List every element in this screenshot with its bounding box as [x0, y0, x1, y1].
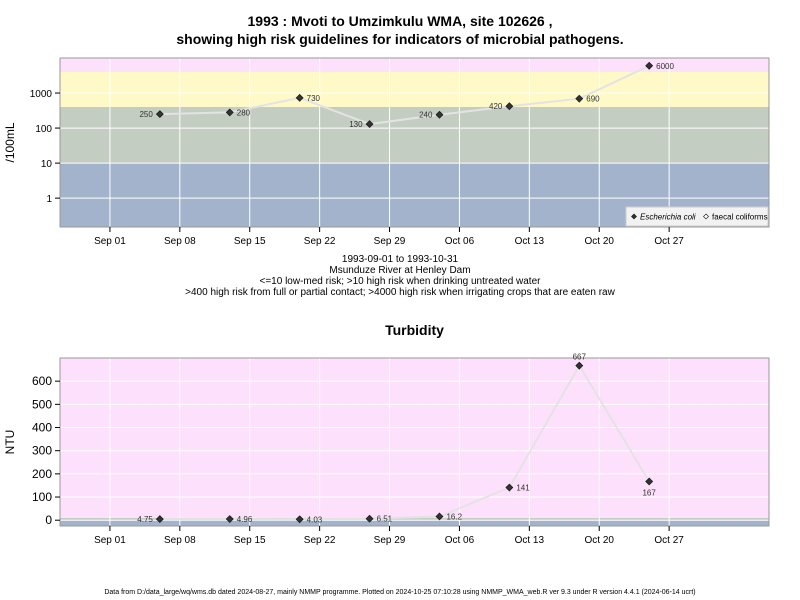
data-label-1: 280 [237, 108, 251, 117]
risk-band-2 [60, 358, 769, 518]
data-point-1 [225, 108, 234, 117]
y-axis-label: NTU [3, 430, 17, 455]
legend-entry-0: Escherichia coli [640, 213, 696, 222]
footer-note: Data from D:/data_large/wq/wms.db dated … [104, 589, 696, 596]
series-line-0 [159, 64, 650, 126]
data-point-1 [225, 515, 234, 523]
data-label-3: 130 [349, 120, 363, 129]
data-label-2: 4.03 [307, 515, 323, 524]
y-tick-label-3: 300 [32, 444, 52, 458]
data-label-2: 730 [307, 94, 321, 103]
data-label-0: 4.75 [137, 515, 153, 524]
x-tick-label-1: Sep 08 [164, 535, 196, 546]
date-range-text: 1993-09-01 to 1993-10-31 [341, 254, 459, 265]
x-tick-label-4: Sep 29 [374, 535, 406, 546]
data-point-5 [505, 102, 514, 111]
data-point-4 [435, 110, 444, 119]
x-tick-label-3: Sep 22 [304, 236, 336, 247]
x-tick-label-6: Oct 13 [515, 236, 545, 247]
x-tick-label-2: Sep 15 [234, 236, 266, 247]
data-point-7 [645, 477, 654, 486]
data-point-0 [155, 515, 164, 524]
y-tick-label-4: 400 [32, 421, 52, 435]
data-label-7: 6000 [656, 62, 674, 71]
data-point-6 [575, 361, 584, 370]
risk-band-1 [60, 517, 769, 521]
data-point-2 [295, 515, 304, 524]
x-tick-label-8: Oct 27 [654, 535, 684, 546]
x-tick-label-0: Sep 01 [94, 535, 126, 546]
data-point-3 [365, 514, 374, 523]
turbidity-chart: Turbidity 0 100 200 300 400 500 600 Sep 01 Sep 08… [3, 322, 770, 546]
x-tick-label-8: Oct 27 [654, 236, 684, 247]
data-point-6 [575, 94, 584, 103]
y-tick-label-2: 100 [35, 124, 52, 135]
x-tick-label-5: Oct 06 [445, 535, 475, 546]
data-label-3: 6.51 [377, 515, 393, 524]
data-label-5: 141 [516, 484, 530, 493]
data-point-7 [645, 61, 654, 70]
legend-marker-1 [703, 213, 709, 220]
drinking-risk-note: <=10 low-med risk; >10 high risk when dr… [259, 276, 541, 287]
risk-band-0 [60, 520, 769, 526]
data-point-5 [505, 483, 514, 492]
y-tick-label-0: 1 [46, 194, 52, 205]
y-tick-label-3: 1000 [30, 89, 53, 100]
legend-box [625, 206, 769, 227]
data-label-4: 240 [419, 111, 433, 120]
x-tick-label-0: Sep 01 [94, 236, 126, 247]
data-label-6: 690 [586, 95, 600, 104]
chart-title: Turbidity [385, 322, 444, 338]
y-tick-label-6: 600 [32, 374, 52, 388]
y-tick-label-0: 0 [45, 513, 52, 527]
legend-entry-1: faecal coliforms [712, 213, 768, 222]
contact-risk-note: >400 high risk from full or partial cont… [185, 287, 615, 298]
x-tick-label-4: Sep 29 [374, 236, 406, 247]
microbial-chart: 1 10 100 1000 Sep 01 Sep 08 Sep 15 Sep 22 Sep 29… [3, 57, 770, 247]
x-tick-label-1: Sep 08 [164, 236, 196, 247]
risk-band-3 [60, 58, 769, 72]
series-line-0 [159, 363, 651, 521]
data-label-0: 250 [139, 110, 153, 119]
site-name-text: Msunduze River at Henley Dam [329, 265, 471, 276]
x-tick-label-2: Sep 15 [234, 535, 266, 546]
risk-band-2 [60, 71, 769, 107]
chart-title-line-2: showing high risk guidelines for indicat… [176, 31, 624, 47]
y-tick-label-1: 10 [41, 159, 53, 170]
x-tick-label-5: Oct 06 [445, 236, 475, 247]
risk-band-1 [60, 106, 769, 164]
legend-marker-0 [631, 213, 637, 220]
chart-title-line-1: 1993 : Mvoti to Umzimkulu WMA, site 1026… [247, 13, 553, 29]
plot-frame [59, 57, 770, 228]
x-tick-label-3: Sep 22 [304, 535, 336, 546]
y-tick-label-5: 500 [32, 397, 52, 411]
data-label-1: 4.96 [237, 515, 253, 524]
x-tick-label-7: Oct 20 [585, 535, 615, 546]
data-label-4: 16.2 [446, 512, 462, 521]
plot-frame [59, 357, 770, 527]
x-tick-label-7: Oct 20 [585, 236, 615, 247]
data-label-7: 167 [642, 489, 656, 498]
x-tick-label-6: Oct 13 [515, 535, 545, 546]
data-point-0 [155, 110, 164, 119]
y-axis-label: /100mL [3, 122, 17, 162]
y-tick-label-2: 200 [32, 467, 52, 481]
y-tick-label-1: 100 [32, 490, 52, 504]
data-point-4 [435, 512, 444, 521]
data-point-2 [295, 93, 304, 102]
data-point-3 [365, 120, 374, 129]
data-label-5: 420 [489, 102, 503, 111]
data-label-6: 667 [573, 353, 587, 362]
